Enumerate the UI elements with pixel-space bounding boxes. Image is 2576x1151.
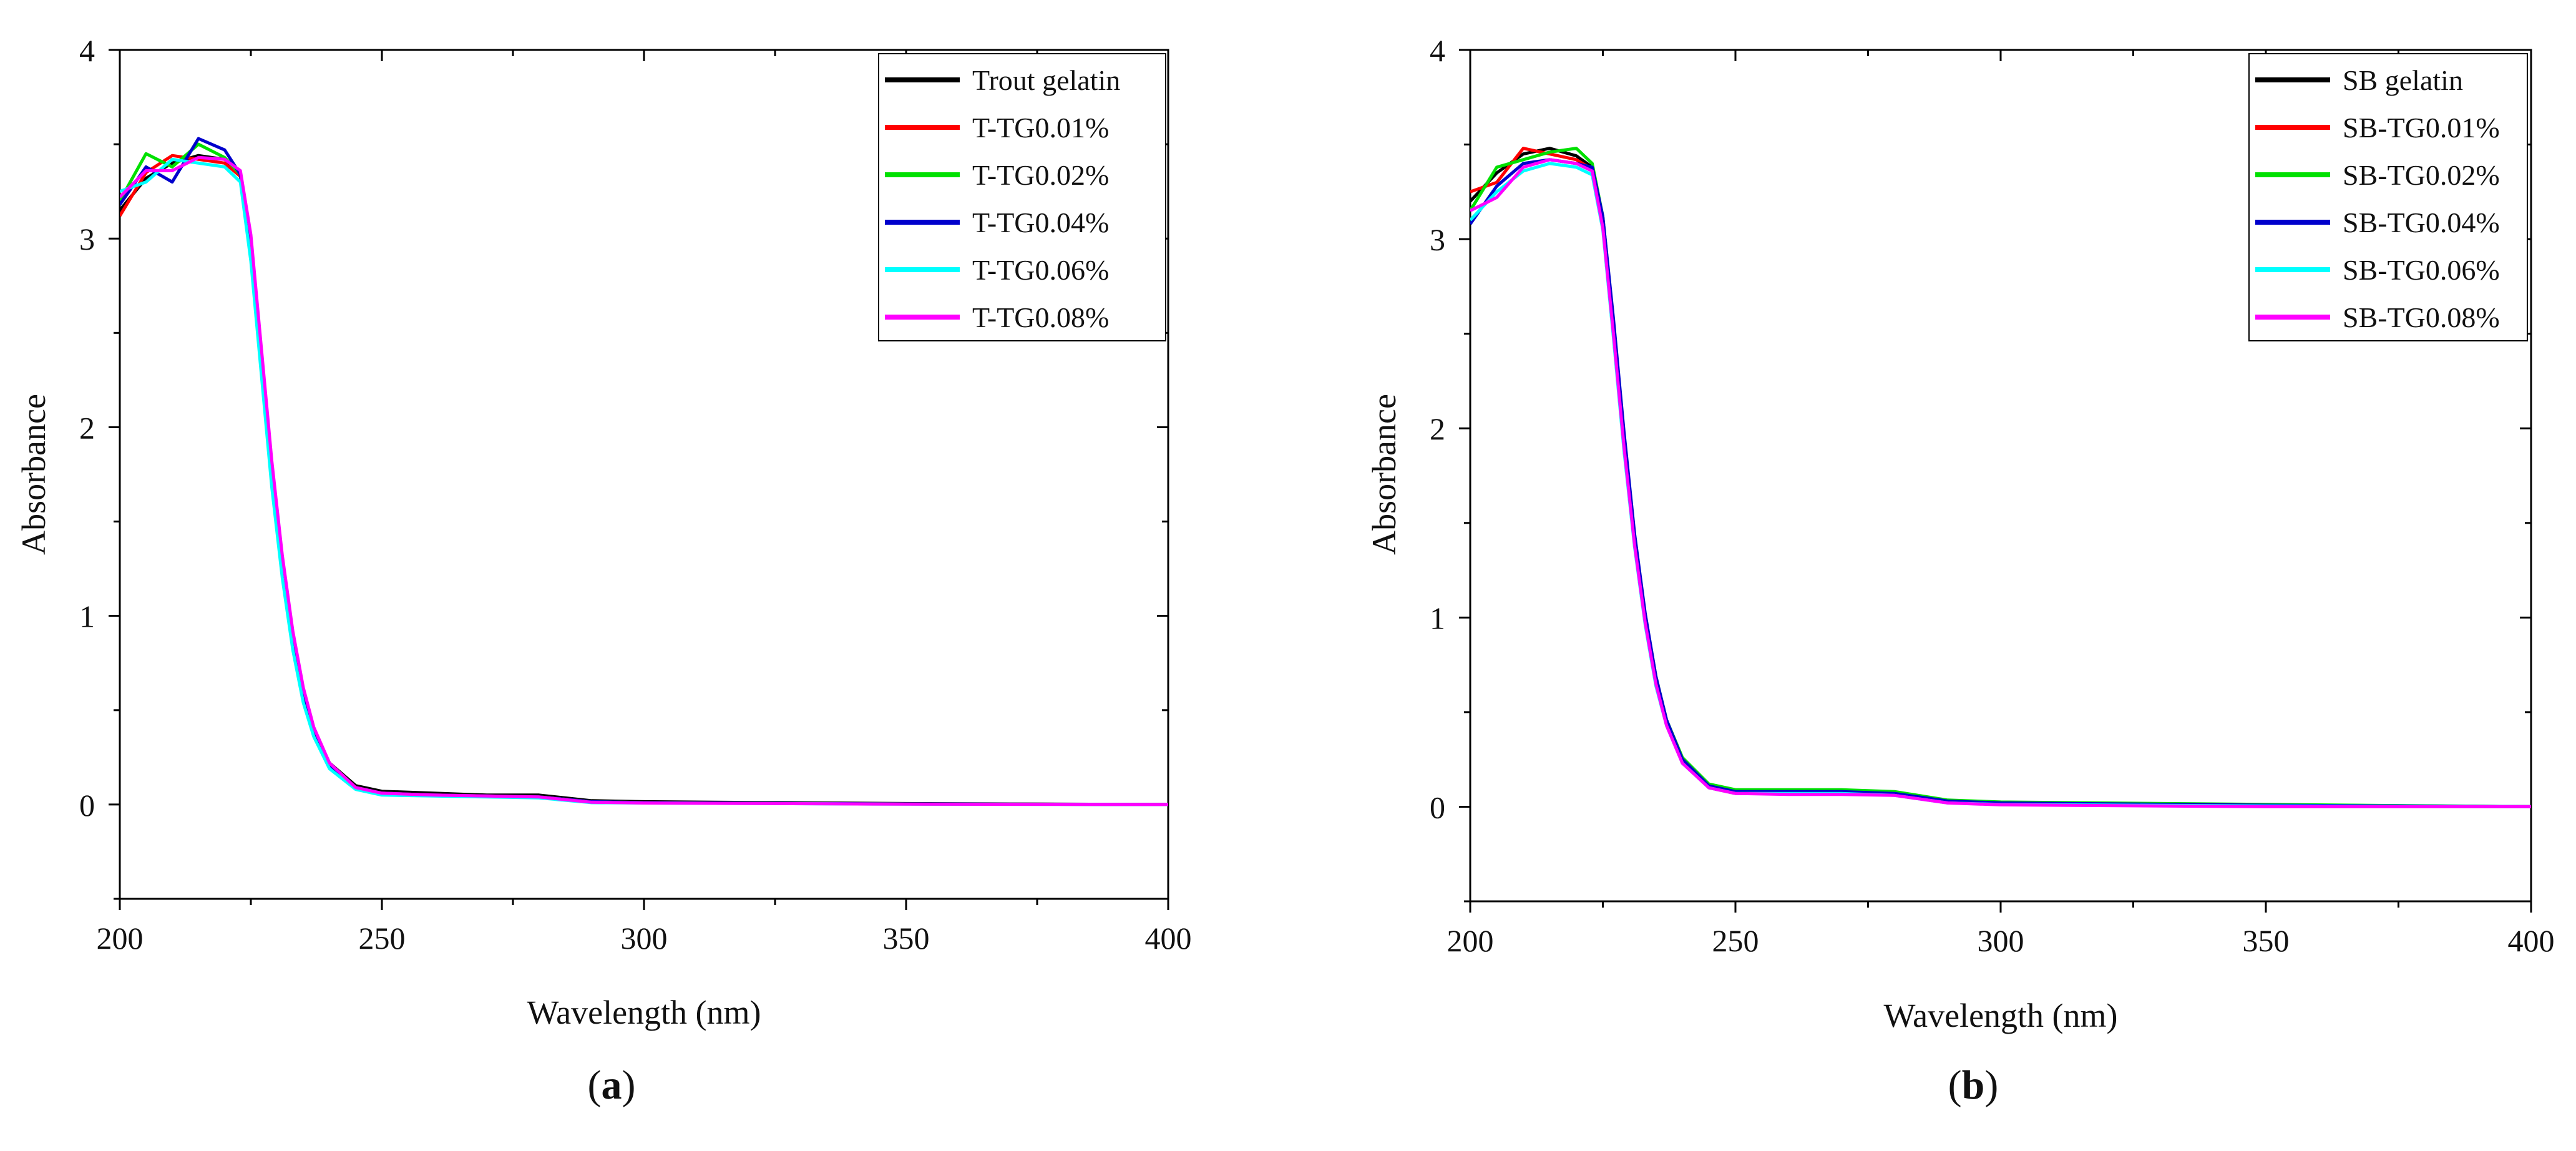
legend-label: T-TG0.01% (972, 112, 1109, 144)
x-tick-label: 350 (2243, 923, 2290, 958)
legend-label: SB-TG0.02% (2343, 159, 2500, 191)
legend-label: T-TG0.08% (972, 301, 1109, 333)
legend-label: SB-TG0.08% (2343, 301, 2500, 333)
y-tick-label: 2 (1430, 411, 1445, 446)
legend-label: Trout gelatin (972, 64, 1120, 96)
caption-letter: a (602, 1062, 622, 1108)
legend-box (2248, 53, 2528, 341)
x-tick-label: 300 (621, 921, 668, 956)
y-tick-label: 2 (79, 410, 95, 445)
caption-letter: b (1962, 1062, 1985, 1108)
x-axis-label: Wavelength (nm) (1883, 997, 2117, 1034)
y-tick-label: 0 (1430, 790, 1445, 825)
y-tick-label: 4 (1430, 33, 1445, 68)
x-tick-label: 300 (1978, 923, 2024, 958)
legend: Trout gelatin T-TG0.01% T-TG0.02% T-TG0.04%… (878, 53, 1166, 341)
caption-paren-open: ( (588, 1062, 602, 1108)
x-tick-label: 250 (1712, 923, 1759, 958)
y-tick-label: 1 (79, 599, 95, 634)
y-tick-label: 1 (1430, 600, 1445, 635)
legend-box (878, 53, 1166, 341)
x-tick-label: 200 (97, 921, 144, 956)
legend-label: T-TG0.06% (972, 254, 1109, 286)
y-axis-label: Absorbance (15, 394, 52, 555)
panel-caption: (a) (588, 1062, 636, 1108)
legend-label: SB-TG0.01% (2343, 112, 2500, 144)
x-tick-label: 400 (1145, 921, 1192, 956)
series-line-sb-tg0-08- (1470, 158, 2531, 808)
legend-label: SB-TG0.04% (2343, 207, 2500, 238)
y-tick-label: 3 (1430, 222, 1445, 257)
caption-paren-open: ( (1948, 1062, 1962, 1108)
y-tick-label: 4 (79, 33, 95, 68)
y-axis-label: Absorbance (1365, 394, 1403, 555)
y-tick-label: 3 (79, 222, 95, 257)
legend: SB gelatin SB-TG0.01% SB-TG0.02% SB-TG0.04%… (2248, 53, 2528, 341)
legend-label: SB-TG0.06% (2343, 254, 2500, 286)
chart-panel-a: 200 250 300 350 400 0 1 2 3 4 Wavelength (nm) Absor… (15, 33, 1192, 1108)
series-line-t-tg0-08- (120, 155, 1168, 806)
x-axis-label: Wavelength (nm) (527, 994, 761, 1031)
y-tick-label: 0 (79, 788, 95, 823)
x-tick-label: 400 (2508, 923, 2555, 958)
legend-label: T-TG0.04% (972, 207, 1109, 238)
x-tick-label: 350 (883, 921, 930, 956)
panel-caption: (b) (1948, 1062, 1999, 1108)
chart-panel-b: 200 250 300 350 400 0 1 2 3 4 Wavelength (nm) Absor… (1365, 33, 2555, 1108)
legend-label: SB gelatin (2343, 64, 2463, 96)
legend-label: T-TG0.02% (972, 159, 1109, 191)
x-tick-label: 200 (1447, 923, 1494, 958)
x-tick-label: 250 (359, 921, 406, 956)
caption-paren-close: ) (622, 1062, 636, 1108)
caption-paren-close: ) (1984, 1062, 1998, 1108)
